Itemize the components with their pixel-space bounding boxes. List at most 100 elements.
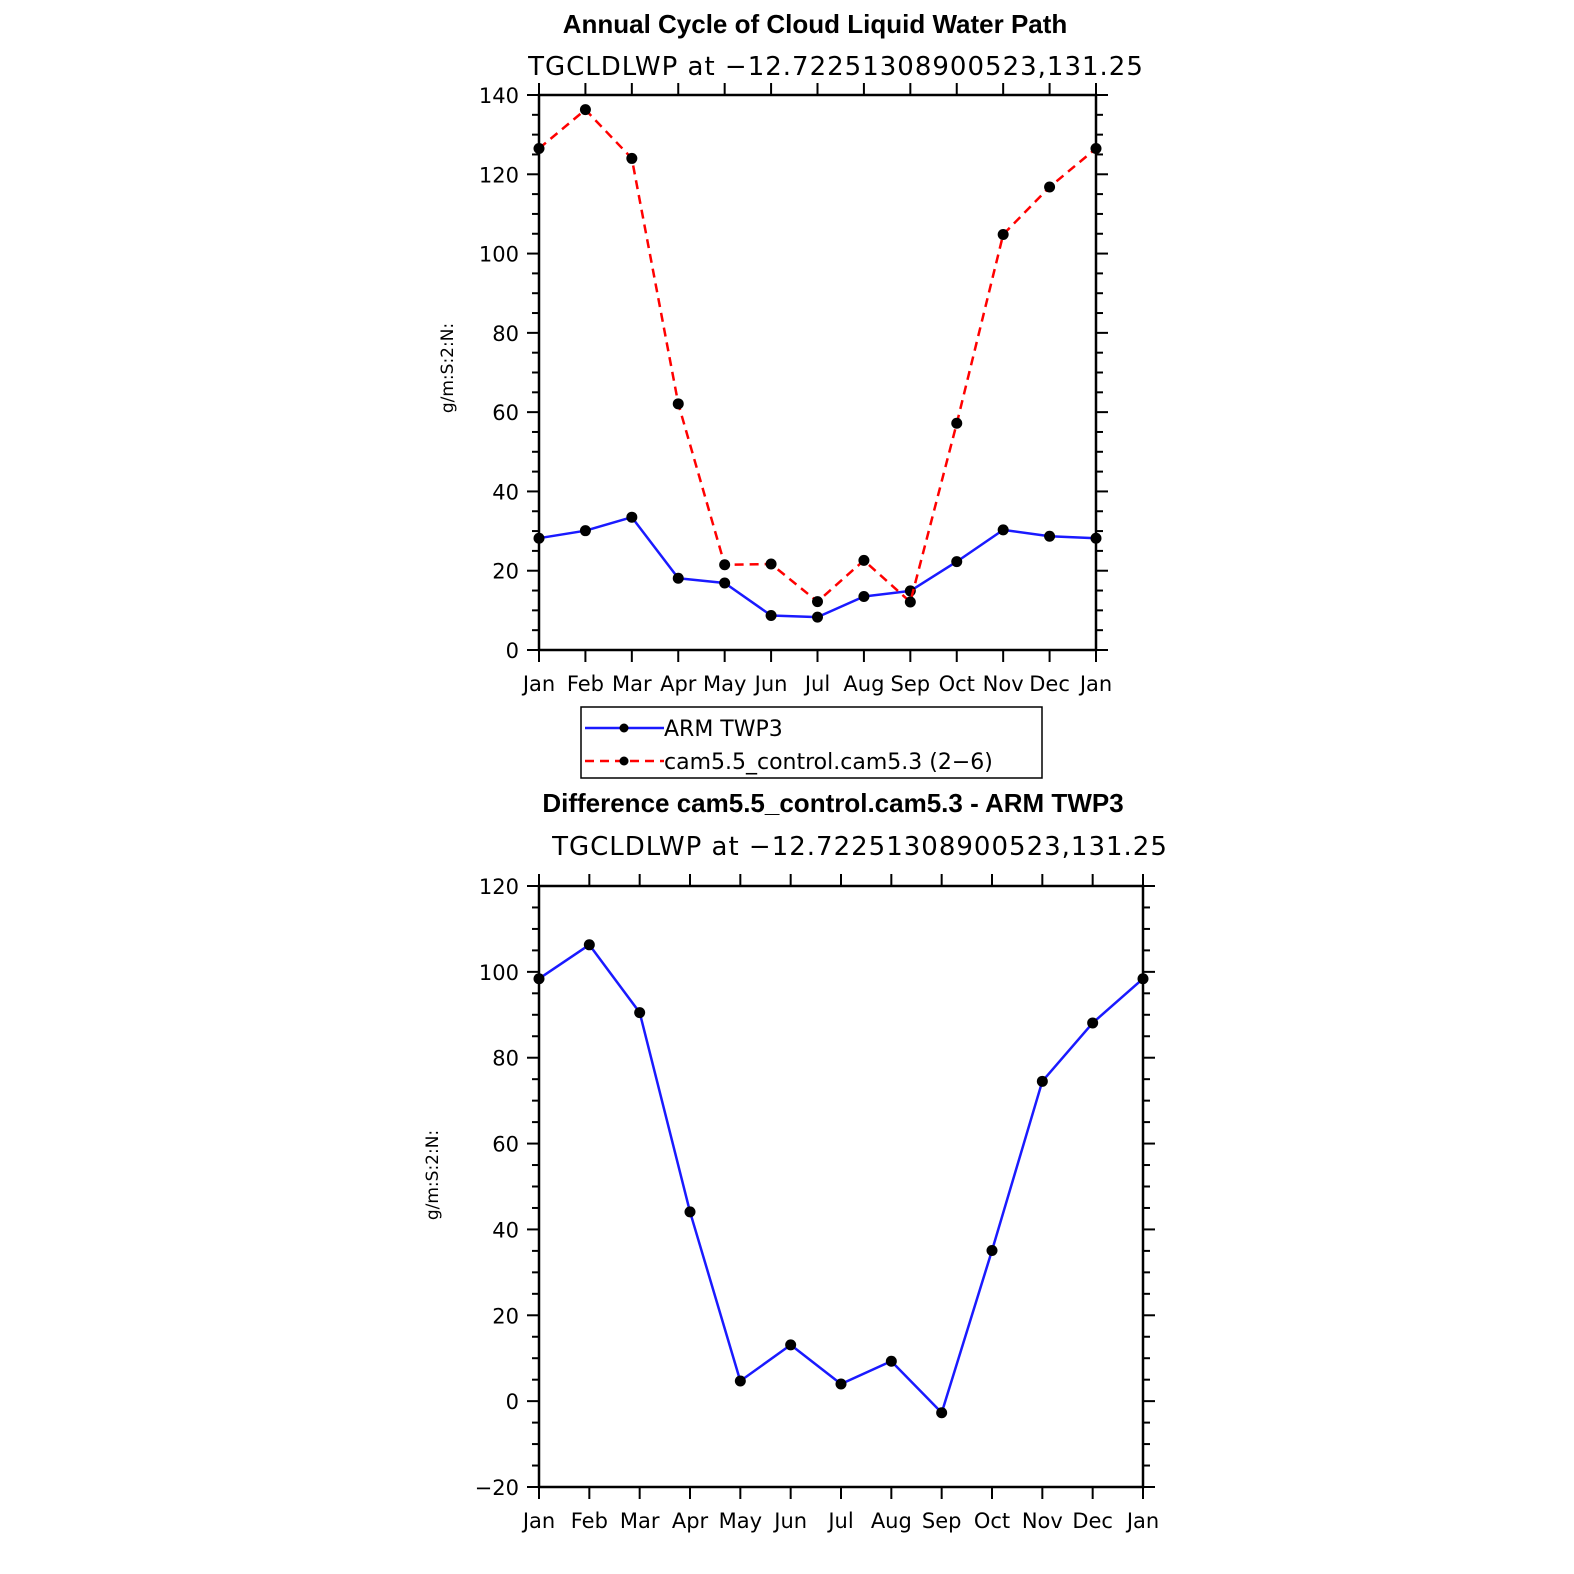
top-x-tick-label: Sep xyxy=(891,672,931,696)
bottom-series-0-point xyxy=(936,1407,948,1419)
bottom-series-0-point xyxy=(885,1355,897,1367)
bottom-x-tick-label: Mar xyxy=(620,1509,660,1533)
top-series-1-point xyxy=(626,152,638,164)
top-x-tick-label: May xyxy=(703,672,746,696)
top-series-0-point xyxy=(579,525,591,537)
bottom-series-0-point xyxy=(583,939,595,951)
legend-label-cam5: cam5.5_control.cam5.3 (2−6) xyxy=(664,750,993,775)
bottom-y-tick-label: 40 xyxy=(492,1218,519,1242)
top-x-tick-label: Jun xyxy=(753,672,788,696)
top-y-tick-label: 60 xyxy=(492,401,519,425)
top-x-tick-label: Oct xyxy=(939,672,975,696)
legend-box xyxy=(580,706,1043,779)
top-series-1-point xyxy=(533,143,545,155)
bottom-chart-subtitle: TGCLDLWP at −12.72251308900523,131.25 xyxy=(551,832,1168,862)
top-chart-subtitle: TGCLDLWP at −12.72251308900523,131.25 xyxy=(527,52,1144,82)
bottom-series-0-point xyxy=(835,1378,847,1390)
legend-marker-cam5 xyxy=(619,756,629,766)
top-x-tick-label: Nov xyxy=(983,672,1024,696)
top-series-0-point xyxy=(719,577,731,589)
bottom-series-0-point xyxy=(986,1244,998,1256)
bottom-series-0-point xyxy=(684,1206,696,1218)
top-y-tick-label: 20 xyxy=(492,560,519,584)
top-series-line-1 xyxy=(538,108,1097,604)
bottom-x-tick-label: Aug xyxy=(871,1509,912,1533)
top-chart-legend: ARM TWP3 cam5.5_control.cam5.3 (2−6) xyxy=(580,706,1043,779)
legend-label-arm-twp3: ARM TWP3 xyxy=(664,717,783,742)
top-x-tick-label: Mar xyxy=(612,672,652,696)
bottom-series-0-point xyxy=(1036,1075,1048,1087)
bottom-chart-title: Difference cam5.5_control.cam5.3 - ARM T… xyxy=(542,788,1123,818)
bottom-plot-frame xyxy=(537,884,1145,1489)
bottom-x-tick-label: Apr xyxy=(672,1509,709,1533)
top-y-tick-label: 0 xyxy=(506,639,519,663)
bottom-x-tick-label: May xyxy=(719,1509,762,1533)
top-series-0-point xyxy=(1090,532,1102,544)
bottom-x-tick-label: Sep xyxy=(922,1509,962,1533)
top-y-tick-label: 100 xyxy=(479,243,519,267)
bottom-x-tick-label: Jul xyxy=(826,1509,853,1533)
bottom-series-0-point xyxy=(734,1375,746,1387)
top-y-tick-label: 120 xyxy=(479,163,519,187)
bottom-chart-y-axis-label: g/m:S:2:N: xyxy=(423,1130,443,1220)
top-chart-panel: Annual Cycle of Cloud Liquid Water Path … xyxy=(438,9,1144,779)
bottom-series-0-point xyxy=(785,1339,797,1351)
top-series-0-point xyxy=(533,532,545,544)
bottom-y-tick-label: 20 xyxy=(492,1304,519,1328)
legend-marker-arm-twp3 xyxy=(619,723,629,733)
bottom-x-tick-label: Dec xyxy=(1072,1509,1113,1533)
top-series-1-point xyxy=(719,559,731,571)
top-series-0-point xyxy=(858,590,870,602)
bottom-series-0-point xyxy=(533,973,545,985)
top-series-0-point xyxy=(812,611,823,623)
top-x-tick-label: Jul xyxy=(803,672,830,696)
top-series-1-point xyxy=(951,417,963,429)
bottom-x-tick-label: Jan xyxy=(1125,1509,1159,1533)
bottom-series-0-point xyxy=(1137,973,1149,985)
top-plot-frame xyxy=(537,93,1098,652)
top-x-tick-label: Dec xyxy=(1029,672,1070,696)
bottom-x-tick-label: Nov xyxy=(1022,1509,1063,1533)
bottom-x-tick-label: Jan xyxy=(521,1509,555,1533)
bottom-x-tick-label: Oct xyxy=(974,1509,1010,1533)
bottom-x-tick-label: Feb xyxy=(571,1509,608,1533)
top-series-0-point xyxy=(997,524,1009,536)
top-series-0-point xyxy=(672,572,684,584)
top-series-1-point xyxy=(765,558,777,570)
bottom-series-0-point xyxy=(1087,1017,1099,1029)
top-x-tick-label: Apr xyxy=(660,672,697,696)
top-chart-title: Annual Cycle of Cloud Liquid Water Path xyxy=(563,9,1068,39)
top-series-1-point xyxy=(672,398,684,410)
bottom-y-tick-label: 80 xyxy=(492,1047,519,1071)
bottom-y-tick-label: 0 xyxy=(506,1390,519,1414)
bottom-series-0-point xyxy=(634,1007,646,1019)
bottom-y-tick-label: −20 xyxy=(475,1476,519,1500)
bottom-y-tick-label: 120 xyxy=(479,875,519,899)
top-series-1-point xyxy=(579,104,591,116)
top-chart-y-axis-label: g/m:S:2:N: xyxy=(438,323,458,413)
bottom-x-tick-label: Jun xyxy=(772,1509,807,1533)
top-x-tick-label: Aug xyxy=(843,672,884,696)
bottom-chart-panel: Difference cam5.5_control.cam5.3 - ARM T… xyxy=(423,788,1168,1533)
top-series-1-point xyxy=(812,596,823,608)
bottom-series-line-0 xyxy=(538,943,1144,1414)
top-x-tick-label: Jan xyxy=(521,672,555,696)
top-series-0-point xyxy=(951,556,963,568)
top-series-0-point xyxy=(626,511,638,523)
top-y-tick-label: 140 xyxy=(479,84,519,108)
top-series-1-point xyxy=(997,229,1009,241)
bottom-y-tick-label: 100 xyxy=(479,961,519,985)
top-series-1-point xyxy=(1044,181,1056,193)
bottom-y-tick-label: 60 xyxy=(492,1133,519,1157)
top-x-tick-label: Jan xyxy=(1078,672,1112,696)
top-x-tick-label: Feb xyxy=(567,672,604,696)
top-y-tick-label: 80 xyxy=(492,322,519,346)
top-series-1-point xyxy=(1090,143,1102,155)
top-y-tick-label: 40 xyxy=(492,480,519,504)
top-series-1-point xyxy=(904,596,916,608)
top-series-1-point xyxy=(858,554,870,566)
top-series-0-point xyxy=(1044,530,1056,542)
top-series-0-point xyxy=(765,610,777,622)
